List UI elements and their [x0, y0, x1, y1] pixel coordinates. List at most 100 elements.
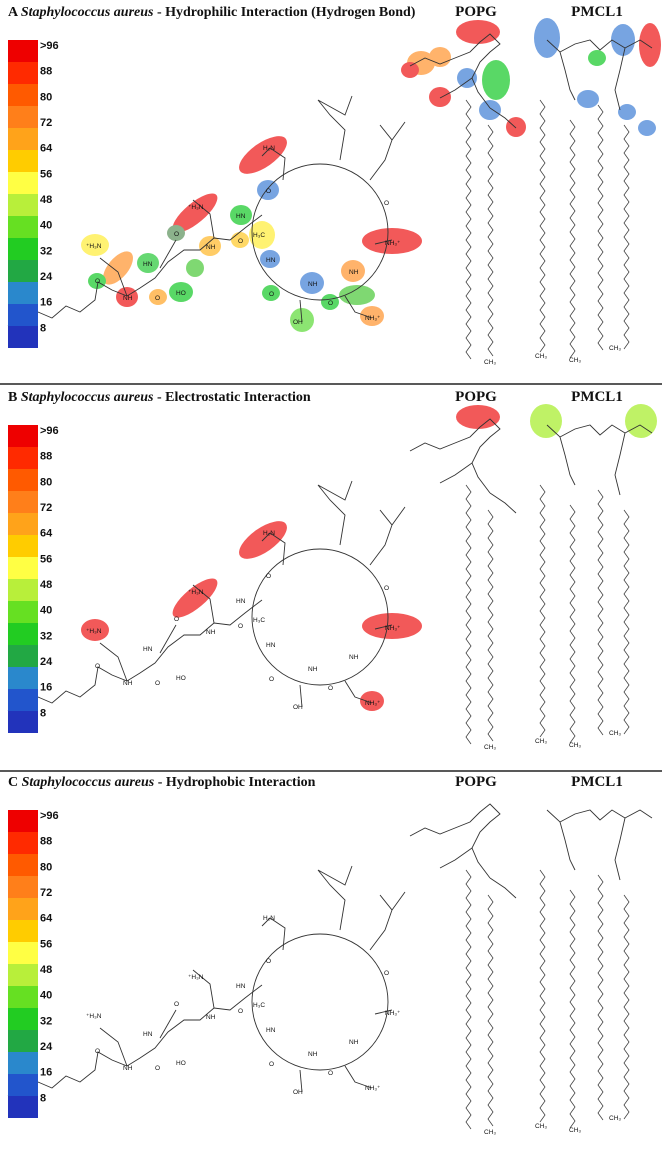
highlight-nh2-mid	[172, 193, 218, 233]
pmcl-ch3-2: CH₃	[569, 1127, 581, 1134]
pmcl-chain-2	[569, 889, 576, 1129]
atom-label-o-top: O	[266, 573, 271, 580]
popg-ester2	[489, 877, 517, 899]
atom-label-nh3-bottom: NH₃⁺	[365, 700, 381, 707]
legend-swatch	[8, 1096, 38, 1118]
atom-label-nh2-mid: ⁺H₃N	[188, 589, 204, 596]
atom-label-nh3-bottom: NH₃⁺	[365, 315, 381, 322]
legend-swatch	[8, 491, 38, 513]
highlight-nh3-bot	[360, 691, 384, 711]
atom-label-oh: OH	[293, 704, 303, 711]
atom-label-o-thr: O	[174, 616, 179, 623]
legend-tick-label: >96	[40, 810, 59, 822]
highlight-hn-thr	[137, 253, 159, 273]
legend-swatch	[8, 667, 38, 689]
highlight-pmcl-o6	[618, 104, 636, 120]
atom-label-nh2-left: ⁺H₃N	[86, 243, 102, 250]
atom-label-ho: HO	[176, 675, 186, 682]
highlight-o-bot3	[321, 294, 339, 310]
legend-tick-label: 88	[40, 451, 52, 463]
atom-label-o-bottom1: O	[269, 291, 274, 298]
legend-swatch	[8, 150, 38, 172]
atom-label-nh2-left: ⁺H₃N	[86, 628, 102, 635]
legend-tick-label: 80	[40, 861, 52, 873]
legend-swatch	[8, 601, 38, 623]
pmcl-ch3-3: CH₃	[609, 345, 621, 352]
thr-branch	[159, 1009, 177, 1039]
highlight-nh2-mid	[172, 578, 218, 618]
legend-swatch	[8, 1008, 38, 1030]
atom-label-hn-ring: HN	[236, 213, 246, 220]
atom-label-nh2-top: H₂N	[263, 915, 275, 922]
legend-tick-label: 80	[40, 476, 52, 488]
legend-tick-label: 40	[40, 990, 52, 1002]
legend-tick-label: 56	[40, 938, 52, 950]
peptide-ring	[251, 548, 389, 686]
panel-title: C Staphylococcus aureus - Hydrophobic In…	[8, 775, 316, 790]
legend-swatch	[8, 238, 38, 260]
atom-label-ho: HO	[176, 290, 186, 297]
legend-swatch	[8, 920, 38, 942]
highlight-me-thr	[186, 259, 204, 277]
legend-swatch	[8, 447, 38, 469]
dab-side-chain-top	[261, 532, 286, 566]
atom-label-nh-right: NH	[349, 654, 359, 661]
atom-label-o-bottom3: O	[328, 1070, 333, 1077]
atom-label-o-thr: O	[174, 1001, 179, 1008]
atom-label-oh: OH	[293, 319, 303, 326]
legend-swatch	[8, 513, 38, 535]
legend-swatch	[8, 832, 38, 854]
pmcl-ch3-2: CH₃	[569, 357, 581, 364]
highlight-hn-ring2	[260, 250, 280, 268]
legend-tick-label: >96	[40, 425, 59, 437]
dab-side-chain-left	[99, 642, 128, 682]
dab-side-chain-mid	[192, 199, 215, 239]
atom-label-hn-ring: HN	[236, 598, 246, 605]
legend-tick-label: 88	[40, 836, 52, 848]
highlight-popg-o4	[429, 87, 451, 107]
atom-label-hn-thr: HN	[143, 646, 153, 653]
legend-swatch	[8, 876, 38, 898]
atom-label-nh-left: NH	[123, 295, 133, 302]
panel-title: B Staphylococcus aureus - Electrostatic …	[8, 390, 311, 405]
atom-label-o-right: O	[384, 585, 389, 592]
pmcl-ch3-1: CH₃	[535, 353, 547, 360]
highlight-popg-o8	[506, 117, 526, 137]
highlight-popg-head	[456, 20, 500, 44]
highlight-pmcl-o2	[611, 24, 635, 56]
atom-label-hn-ring2: HN	[266, 642, 276, 649]
highlight-pmcl-p1	[530, 404, 562, 438]
leucine-side-chain-top	[317, 865, 353, 931]
panel-letter: B	[8, 390, 21, 405]
legend-tick-label: 32	[40, 245, 52, 257]
thr-branch	[159, 239, 177, 269]
highlight-popg-o3	[401, 62, 419, 78]
legend-tick-label: 24	[40, 1041, 53, 1053]
highlight-c-o-left	[88, 273, 106, 289]
panel-c: H₂N ⁺H₃N ⁺H₃N NH₃⁺ NH₃⁺ NH HN NH HN H₃C HN NH NH OH HO…	[7, 774, 653, 1136]
panel-a: H₂N ⁺H₃N ⁺H₃N NH₃⁺ NH₃⁺ NH HN NH HN H₃C HN NH NH OH HO…	[7, 4, 661, 366]
legend-swatch	[8, 645, 38, 667]
panel-interaction: - Hydrophobic Interaction	[154, 775, 315, 790]
legend-tick-label: 56	[40, 553, 52, 565]
popg-headgroup	[409, 803, 501, 879]
peptide-ring	[251, 163, 389, 301]
dab-side-chain-right	[374, 1009, 393, 1015]
legend-tick-label: 16	[40, 297, 52, 309]
pmcl-branch-left	[559, 51, 576, 101]
pmcl-chain-4	[623, 894, 630, 1120]
highlight-ch3-ring	[249, 221, 275, 249]
popg-ester2	[489, 107, 517, 129]
panel-b: H₂N ⁺H₃N ⁺H₃N NH₃⁺ NH₃⁺ NH HN NH HN H₃C HN NH NH OH HO…	[7, 389, 657, 751]
legend-tick-label: 8	[40, 707, 46, 719]
highlight-popg-o7	[479, 100, 501, 120]
pmcl-ch3-1: CH₃	[535, 738, 547, 745]
atom-label-nh2-top: H₂N	[263, 145, 275, 152]
pmcl-label: PMCL1	[571, 774, 623, 790]
pmcl-chain-1	[539, 869, 546, 1123]
pmcl-chain-4	[623, 509, 630, 735]
legend-swatch	[8, 898, 38, 920]
highlight-side-left-orange	[103, 251, 133, 285]
atom-label-hn-ring2: HN	[266, 1027, 276, 1034]
dab-side-chain-mid	[192, 969, 215, 1009]
